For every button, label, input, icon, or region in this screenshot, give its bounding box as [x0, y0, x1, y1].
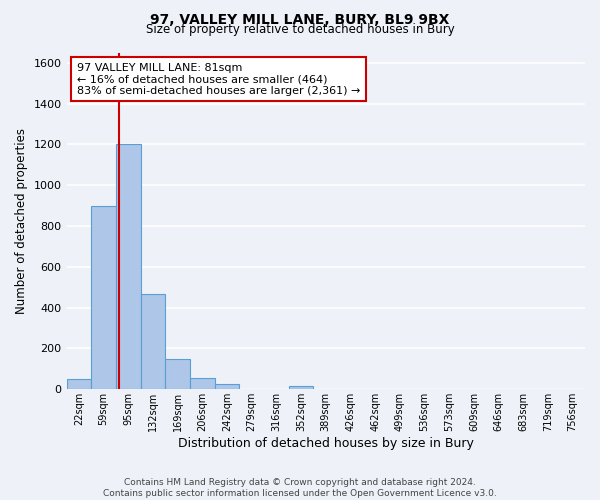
Bar	[67, 379, 91, 390]
Bar	[165, 358, 190, 390]
Y-axis label: Number of detached properties: Number of detached properties	[15, 128, 28, 314]
X-axis label: Distribution of detached houses by size in Bury: Distribution of detached houses by size …	[178, 437, 474, 450]
Bar	[289, 386, 313, 390]
Bar	[91, 206, 116, 390]
Text: 97 VALLEY MILL LANE: 81sqm
← 16% of detached houses are smaller (464)
83% of sem: 97 VALLEY MILL LANE: 81sqm ← 16% of deta…	[77, 62, 360, 96]
Text: Contains HM Land Registry data © Crown copyright and database right 2024.
Contai: Contains HM Land Registry data © Crown c…	[103, 478, 497, 498]
Bar	[140, 294, 165, 390]
Text: 97, VALLEY MILL LANE, BURY, BL9 9BX: 97, VALLEY MILL LANE, BURY, BL9 9BX	[151, 12, 449, 26]
Bar	[116, 144, 140, 390]
Bar	[190, 378, 215, 390]
Bar	[215, 384, 239, 390]
Text: Size of property relative to detached houses in Bury: Size of property relative to detached ho…	[146, 24, 454, 36]
